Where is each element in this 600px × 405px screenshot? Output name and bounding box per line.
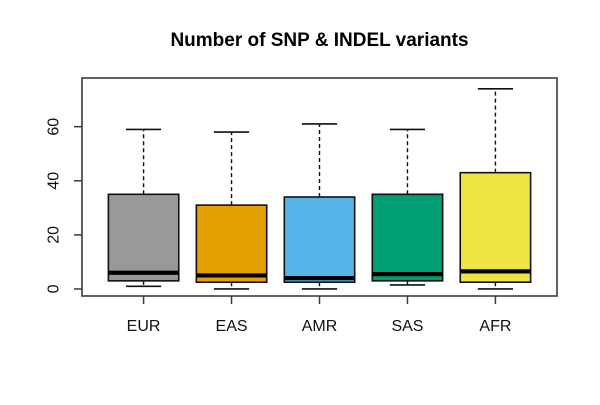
box-SAS <box>371 193 444 282</box>
y-tick-label-0: 0 <box>46 284 63 293</box>
box-EAS <box>195 204 268 284</box>
x-label-AMR: AMR <box>302 318 338 335</box>
x-label-SAS: SAS <box>391 318 423 335</box>
chart-title: Number of SNP & INDEL variants <box>170 30 468 51</box>
y-tick-label-60: 60 <box>46 118 63 136</box>
box-EUR <box>107 193 180 282</box>
x-label-EAS: EAS <box>216 318 248 335</box>
y-tick-label-20: 20 <box>46 226 63 244</box>
x-label-AFR: AFR <box>479 318 511 335</box>
x-label-EUR: EUR <box>127 318 161 335</box>
box-AMR <box>283 196 356 284</box>
y-tick-label-40: 40 <box>46 172 63 190</box>
box-AFR <box>459 171 532 284</box>
